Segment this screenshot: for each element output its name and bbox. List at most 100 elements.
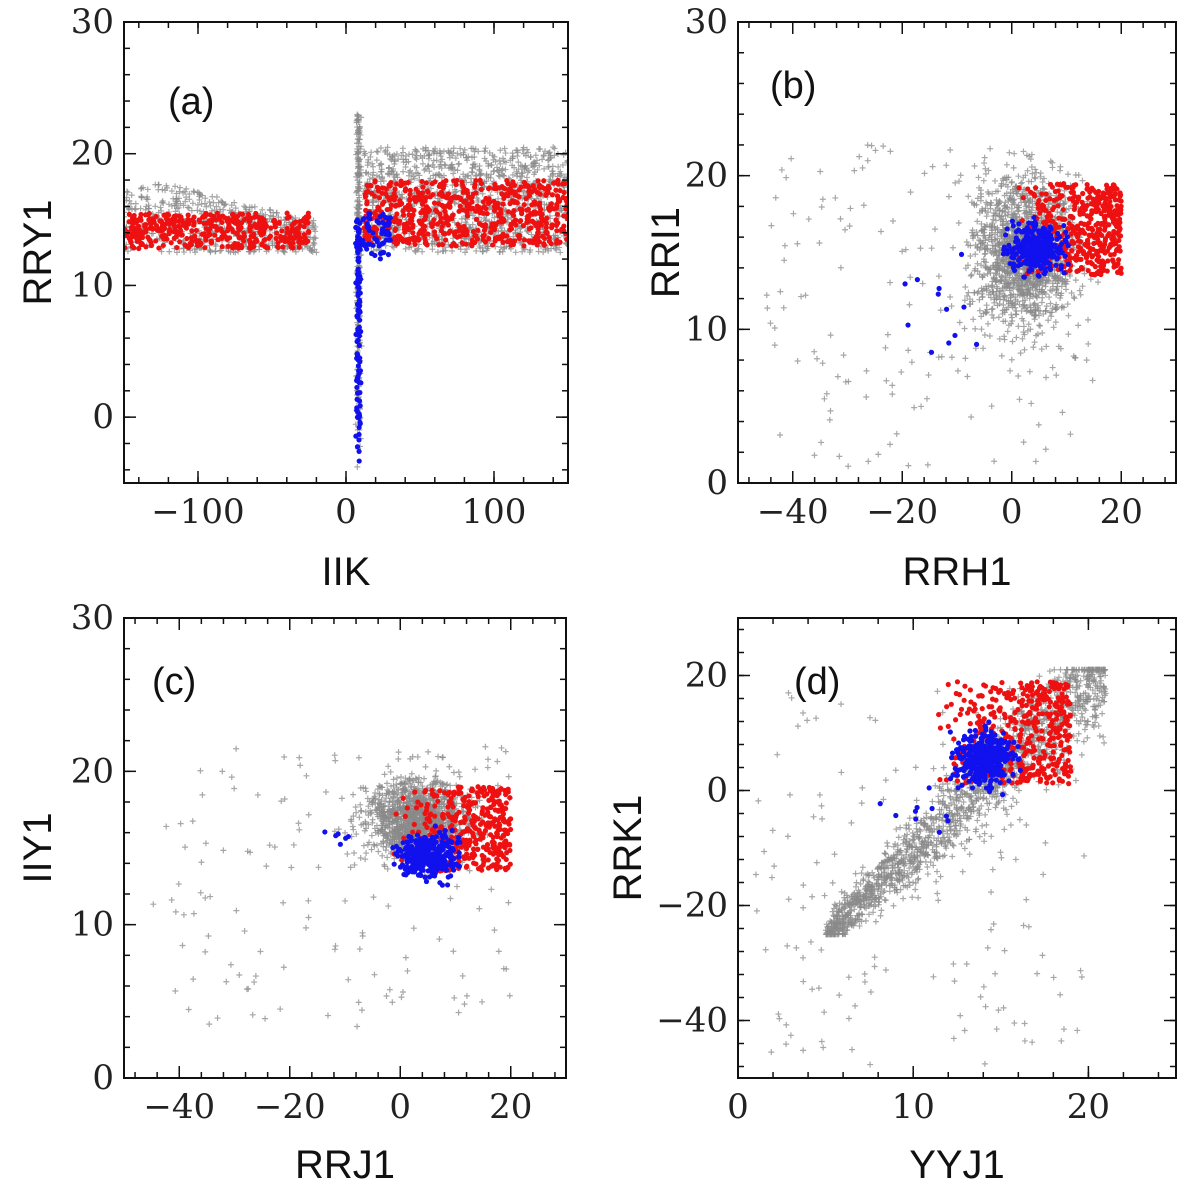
point-all — [527, 153, 534, 160]
point-red — [189, 228, 195, 234]
point-all — [995, 314, 1002, 321]
point-red — [418, 210, 424, 216]
point-all — [391, 173, 398, 180]
point-blue — [366, 210, 372, 216]
point-red — [291, 235, 297, 241]
point-red — [138, 211, 144, 218]
point-all — [159, 199, 166, 206]
point-red — [426, 207, 433, 213]
point-all — [837, 264, 844, 271]
point-blue — [355, 276, 362, 282]
point-all — [906, 301, 913, 308]
point-all — [865, 458, 872, 465]
point-all — [1019, 315, 1026, 322]
point-all — [985, 266, 992, 273]
point-red — [146, 237, 152, 243]
point-red — [178, 218, 184, 224]
point-all — [207, 249, 214, 256]
point-all — [355, 130, 362, 137]
point-blue — [386, 220, 392, 226]
point-all — [1013, 311, 1020, 318]
point-all — [364, 162, 371, 169]
point-all — [449, 161, 456, 168]
point-all — [309, 248, 316, 255]
point-red — [258, 215, 265, 221]
xtick-label: −100 — [151, 492, 244, 532]
point-all — [840, 352, 847, 359]
point-all — [929, 163, 936, 170]
point-all — [763, 292, 770, 299]
point-all — [1039, 179, 1046, 186]
point-red — [406, 226, 412, 233]
point-all — [993, 197, 1000, 204]
point-all — [535, 248, 542, 255]
point-all — [556, 170, 563, 177]
point-all — [907, 189, 914, 196]
point-all — [875, 451, 882, 458]
point-all — [1085, 340, 1092, 347]
point-all — [373, 148, 380, 155]
point-all — [485, 160, 492, 167]
point-all — [440, 172, 447, 179]
point-red — [461, 223, 467, 230]
point-all — [449, 248, 456, 255]
point-red — [214, 227, 220, 233]
point-all — [887, 148, 894, 155]
point-all — [1047, 158, 1054, 165]
point-red — [477, 209, 483, 216]
point-red — [247, 219, 253, 225]
point-all — [781, 257, 788, 264]
point-red — [406, 236, 412, 242]
point-all — [911, 404, 918, 411]
point-blue — [355, 236, 362, 242]
point-red — [492, 181, 498, 187]
point-red — [472, 182, 478, 188]
point-all — [158, 207, 165, 214]
point-red — [284, 210, 290, 216]
point-all — [209, 193, 216, 200]
point-all — [441, 161, 448, 168]
point-all — [1015, 372, 1022, 379]
point-all — [540, 152, 547, 159]
point-red — [502, 185, 508, 192]
point-blue — [361, 241, 367, 247]
point-red — [521, 202, 527, 208]
point-red — [191, 222, 197, 228]
point-red — [203, 237, 209, 243]
point-blue — [357, 290, 363, 296]
point-all — [410, 173, 417, 180]
point-all — [513, 168, 520, 175]
point-all — [1008, 320, 1015, 327]
point-all — [979, 228, 986, 235]
point-all — [355, 164, 362, 171]
point-blue — [356, 398, 363, 404]
point-all — [1008, 285, 1015, 292]
point-blue — [386, 237, 392, 243]
point-all — [998, 352, 1005, 359]
point-red — [219, 219, 225, 226]
point-red — [447, 204, 453, 210]
point-all — [1038, 299, 1045, 306]
point-red — [551, 180, 557, 186]
point-all — [777, 288, 784, 295]
point-red — [392, 215, 398, 221]
point-blue — [357, 419, 363, 425]
point-all — [407, 167, 414, 174]
point-all — [232, 205, 239, 212]
point-red — [512, 189, 518, 195]
point-red — [508, 183, 514, 189]
point-all — [1027, 326, 1034, 333]
ytick-label: 30 — [71, 2, 114, 42]
point-red — [184, 235, 190, 242]
point-red — [362, 233, 368, 239]
point-red — [464, 229, 470, 235]
point-all — [267, 212, 274, 219]
point-all — [210, 199, 217, 206]
point-all — [128, 192, 135, 199]
point-red — [525, 206, 531, 212]
point-red — [438, 215, 444, 221]
point-all — [180, 202, 187, 209]
point-all — [1000, 301, 1007, 308]
point-all — [980, 256, 987, 263]
point-all — [157, 204, 164, 211]
